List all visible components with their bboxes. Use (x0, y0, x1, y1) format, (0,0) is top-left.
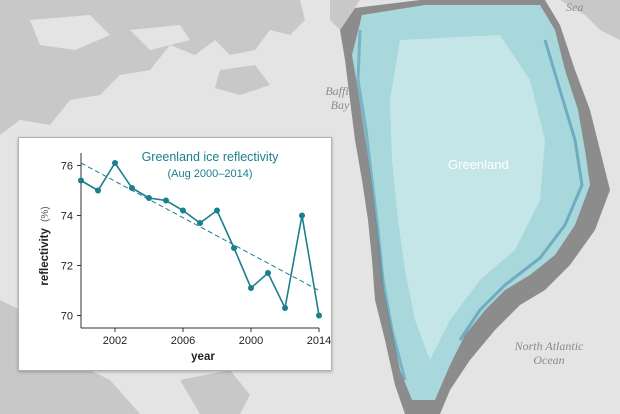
north-atlantic-label-line1: North Atlantic (514, 339, 584, 353)
chart-title: Greenland ice reflectivity (142, 150, 280, 164)
reflectivity-chart: Greenland ice reflectivity (Aug 2000–201… (39, 150, 331, 363)
x-tick-label: 2014 (307, 335, 331, 347)
data-point (265, 270, 271, 276)
trend-line (80, 162, 320, 291)
baffin-bay-label-line1: Baffin (325, 84, 355, 98)
arctic-island (130, 25, 190, 50)
y-axis-label-text: reflectivity (39, 228, 51, 286)
data-point (282, 305, 288, 311)
reflectivity-chart-panel: Greenland ice reflectivity (Aug 2000–201… (18, 137, 332, 371)
sea-label: Sea (566, 0, 584, 14)
data-point (129, 185, 135, 191)
data-point (95, 187, 101, 194)
y-axis-label-unit: (%) (40, 206, 51, 222)
data-point (146, 195, 152, 201)
y-tick-label: 72 (61, 261, 73, 273)
arctic-island (30, 15, 110, 50)
data-point (231, 245, 237, 251)
ice-edge-east (458, 39, 584, 341)
data-point (316, 312, 322, 319)
chart-subtitle: (Aug 2000–2014) (167, 168, 252, 180)
x-tick-label: 2000 (239, 335, 263, 347)
data-point (163, 197, 169, 204)
baffin-bay-label-line2: Bay (330, 98, 350, 112)
greenland-label: Greenland (448, 157, 509, 172)
arctic-land-right (560, 0, 620, 40)
ice-edge-west (356, 29, 407, 381)
x-tick-label: 2006 (171, 335, 195, 347)
data-point (248, 285, 254, 291)
data-point (299, 212, 305, 219)
arctic-island (215, 65, 270, 95)
data-point (197, 220, 203, 226)
data-point (214, 207, 220, 214)
ellesmere-land (330, 0, 360, 30)
data-point (78, 177, 84, 184)
labrador-coast (180, 370, 250, 414)
x-tick-label: 2002 (103, 335, 127, 347)
data-point (180, 207, 186, 214)
ice-sheet-interior (390, 35, 545, 360)
x-axis-label: year (191, 351, 215, 363)
north-atlantic-ocean-label: North Atlantic Ocean (500, 339, 598, 367)
series-line (80, 161, 320, 316)
y-tick-label: 70 (61, 311, 73, 323)
y-axis-label: reflectivity (%) (39, 206, 51, 285)
y-tick-label: 76 (61, 161, 73, 173)
data-point (112, 160, 118, 166)
chart-plot-area: 70 72 74 76 2002 2006 2000 2014 (61, 153, 331, 347)
baffin-bay-label: Baffin Bay (318, 84, 362, 112)
north-atlantic-label-line2: Ocean (533, 353, 565, 367)
y-tick-label: 74 (61, 211, 73, 223)
